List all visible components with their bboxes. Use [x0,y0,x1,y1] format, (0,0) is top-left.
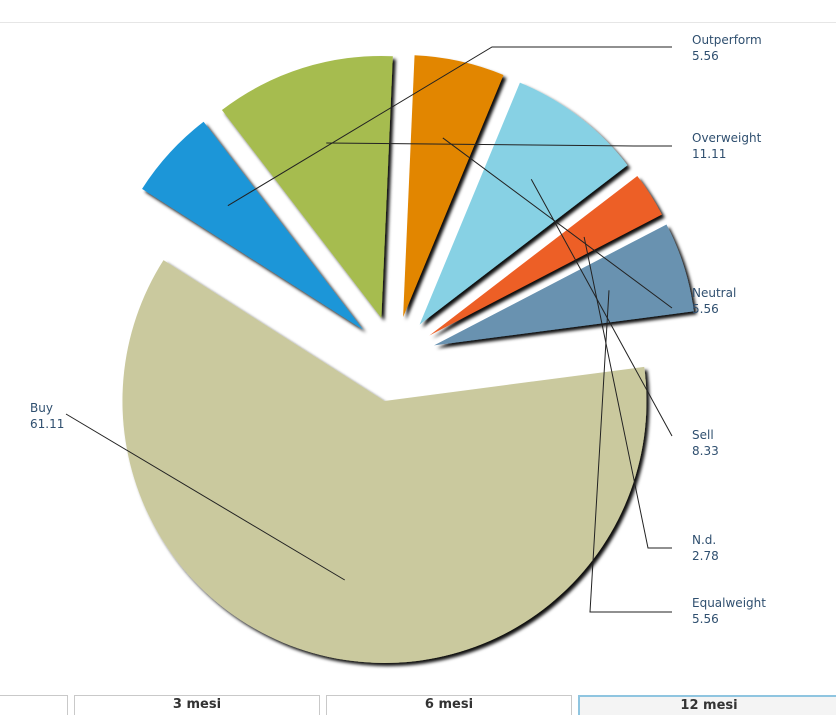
leader-line [530,178,673,437]
slice-label-value: 11.11 [692,147,726,161]
slice-label-name: Neutral [692,286,736,300]
leader-line [442,137,673,309]
period-tabs: 3 mesi 6 mesi 12 mesi [0,695,836,715]
slice-label-value: 8.33 [692,444,719,458]
slice-label-name: Sell [692,428,714,442]
leader-lines [65,46,673,613]
pie-chart: Outperform 5.56 Overweight 11.11 Neutral 5.56… [30,33,766,663]
pie-slice-overweight[interactable] [221,55,393,318]
slice-label-name: Equalweight [692,596,766,610]
slice-label-value: 5.56 [692,49,719,63]
leader-line [583,236,672,549]
tab-6-mesi[interactable]: 6 mesi [326,695,572,715]
leader-line [589,290,672,613]
slice-label-name: Overweight [692,131,762,145]
pie-slice-equalweight[interactable] [434,224,694,346]
tab-12-mesi[interactable]: 12 mesi [578,695,836,715]
pie-slice-outperform[interactable] [142,121,364,330]
pie-slice-buy[interactable] [122,260,647,663]
tab-previous[interactable] [0,695,68,715]
leader-line [227,46,672,207]
slice-labels: Outperform 5.56 Overweight 11.11 Neutral 5.56… [30,33,766,626]
leader-line [326,142,672,147]
top-divider [0,22,836,23]
slice-label-value: 5.56 [692,302,719,316]
pie-slice-neutral[interactable] [403,55,504,317]
slice-label-value: 61.11 [30,417,64,431]
slice-label-value: 2.78 [692,549,719,563]
pie-slice-n-d[interactable] [429,175,662,336]
leader-line [65,413,345,581]
slice-label-name: Outperform [692,33,762,47]
slice-label-name: Buy [30,401,53,415]
pie-slices [122,55,694,663]
slice-label-value: 5.56 [692,612,719,626]
tab-3-mesi[interactable]: 3 mesi [74,695,320,715]
pie-slice-sell[interactable] [419,82,628,325]
slice-label-name: N.d. [692,533,716,547]
